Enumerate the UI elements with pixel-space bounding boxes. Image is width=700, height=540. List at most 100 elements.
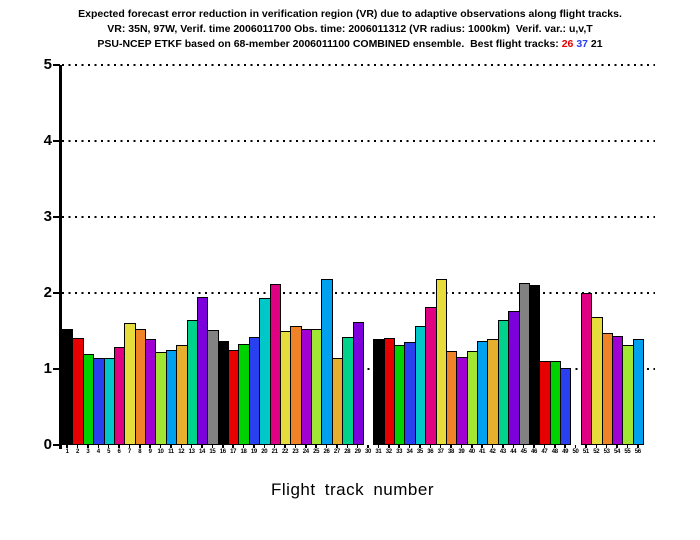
x-tick-55 xyxy=(626,445,629,448)
x-tick-47 xyxy=(543,445,546,448)
x-tick-18 xyxy=(242,445,245,448)
bar-track-49 xyxy=(560,368,572,445)
x-tick-cell-32: 32 xyxy=(384,445,394,455)
bar-slot-22 xyxy=(279,65,292,445)
x-tick-cell-3: 3 xyxy=(83,445,93,455)
bar-slot-20 xyxy=(259,65,271,445)
x-tick-8 xyxy=(139,445,141,448)
bar-slot-9 xyxy=(145,65,157,445)
bar-slot-43 xyxy=(497,65,510,445)
x-tick-34 xyxy=(408,445,411,448)
bar-slot-46 xyxy=(528,65,541,445)
x-tick-40 xyxy=(471,445,473,448)
x-tick-22 xyxy=(284,445,286,448)
x-tick-9 xyxy=(149,445,151,448)
best-flight-tracks: 26 37 21 xyxy=(562,38,603,50)
x-tick-cell-34: 34 xyxy=(404,445,414,455)
x-tick-33 xyxy=(398,445,400,448)
x-label-32: 32 xyxy=(385,449,392,455)
x-label-21: 21 xyxy=(271,449,278,455)
chart-titles: Expected forecast error reduction in ver… xyxy=(0,7,700,52)
bar-slot-28 xyxy=(342,65,354,445)
x-tick-cell-37: 37 xyxy=(436,445,446,455)
x-label-50: 50 xyxy=(572,449,579,455)
x-tick-cell-41: 41 xyxy=(477,445,487,455)
x-label-1: 1 xyxy=(65,449,69,455)
x-label-36: 36 xyxy=(427,449,434,455)
x-tick-2 xyxy=(76,445,79,448)
x-label-3: 3 xyxy=(86,449,90,455)
bar-slot-19 xyxy=(248,65,261,445)
bar-slot-18 xyxy=(238,65,250,445)
bar-slot-8 xyxy=(134,65,146,445)
x-label-33: 33 xyxy=(396,449,403,455)
x-tick-11 xyxy=(170,445,172,448)
y-tick-5 xyxy=(53,64,60,66)
bar-slot-38 xyxy=(445,65,458,445)
x-tick-16 xyxy=(222,445,224,448)
bar-slot-13 xyxy=(186,65,198,445)
y-tick-4 xyxy=(53,140,60,142)
bar-slot-40 xyxy=(466,65,478,445)
bar-slot-11 xyxy=(165,65,178,445)
x-tick-7 xyxy=(128,445,131,448)
x-label-45: 45 xyxy=(520,449,527,455)
y-tick-1 xyxy=(53,368,60,370)
x-tick-56 xyxy=(637,445,639,448)
x-tick-41 xyxy=(481,445,483,448)
chart-title-line3-text: PSU-NCEP ETKF based on 68-member 2006011… xyxy=(97,38,562,50)
x-label-54: 54 xyxy=(614,449,621,455)
x-tick-27 xyxy=(336,445,338,448)
x-label-8: 8 xyxy=(138,449,142,455)
x-tick-54 xyxy=(616,445,618,448)
y-axis-line xyxy=(59,65,62,449)
bar-slot-12 xyxy=(176,65,188,445)
bar-slot-21 xyxy=(269,65,281,445)
gridline-y-4 xyxy=(62,140,655,142)
best-track-26: 26 xyxy=(561,38,574,50)
bar-slot-55 xyxy=(622,65,634,445)
bar-slot-50 xyxy=(570,65,580,445)
x-tick-cell-6: 6 xyxy=(114,445,124,455)
x-label-43: 43 xyxy=(499,449,506,455)
x-label-22: 22 xyxy=(282,449,289,455)
x-tick-cell-24: 24 xyxy=(301,445,311,455)
x-tick-35 xyxy=(419,445,421,448)
x-tick-15 xyxy=(211,445,214,448)
x-tick-53 xyxy=(605,445,608,448)
bar-slot-6 xyxy=(113,65,126,445)
x-tick-43 xyxy=(502,445,504,448)
x-tick-cell-42: 42 xyxy=(487,445,497,455)
y-label-2: 2 xyxy=(43,284,52,301)
x-label-26: 26 xyxy=(323,449,330,455)
bar-slot-16 xyxy=(217,65,229,445)
x-tick-cell-8: 8 xyxy=(135,445,145,455)
bar-slot-10 xyxy=(155,65,167,445)
x-tick-14 xyxy=(201,445,203,448)
x-tick-cell-16: 16 xyxy=(218,445,228,455)
y-label-5: 5 xyxy=(43,56,52,73)
x-tick-23 xyxy=(294,445,297,448)
x-tick-13 xyxy=(190,445,193,448)
x-tick-cell-39: 39 xyxy=(456,445,466,455)
x-label-5: 5 xyxy=(107,449,111,455)
x-tick-46 xyxy=(533,445,535,448)
best-track-21: 21 xyxy=(590,38,603,50)
y-tick-0 xyxy=(53,444,60,446)
bar-slot-1 xyxy=(62,65,74,445)
x-tick-21 xyxy=(273,445,276,448)
bar-slot-47 xyxy=(539,65,551,445)
x-tick-24 xyxy=(305,445,307,448)
chart-title-line2: VR: 35N, 97W, Verif. time 2006011700 Obs… xyxy=(107,23,593,35)
bars-container xyxy=(62,65,644,445)
bar-slot-5 xyxy=(103,65,115,445)
x-label-24: 24 xyxy=(302,449,309,455)
x-tick-cell-51: 51 xyxy=(581,445,591,455)
x-tick-52 xyxy=(595,445,598,448)
bar-slot-34 xyxy=(404,65,416,445)
x-label-31: 31 xyxy=(375,449,382,455)
x-label-11: 11 xyxy=(168,449,174,455)
bar-slot-7 xyxy=(124,65,136,445)
bar-slot-25 xyxy=(311,65,323,445)
